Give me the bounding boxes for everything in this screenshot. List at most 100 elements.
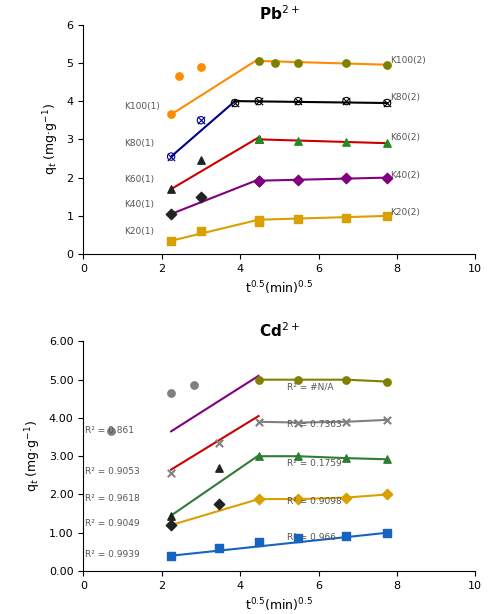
Point xyxy=(271,58,279,68)
Point xyxy=(383,138,391,148)
Text: K60(1): K60(1) xyxy=(124,175,154,184)
Point xyxy=(167,184,175,194)
Point xyxy=(343,58,350,68)
Point xyxy=(231,98,239,108)
X-axis label: t$^{0.5}$(min)$^{0.5}$: t$^{0.5}$(min)$^{0.5}$ xyxy=(245,279,313,297)
Point xyxy=(167,520,175,530)
Text: R² = 0.1759: R² = 0.1759 xyxy=(287,459,342,468)
Point xyxy=(255,375,263,384)
Point xyxy=(294,96,302,106)
Text: K40(1): K40(1) xyxy=(124,200,154,209)
Point xyxy=(255,176,263,185)
Text: K80(2): K80(2) xyxy=(390,93,420,102)
Point xyxy=(167,152,175,161)
Text: K20(1): K20(1) xyxy=(124,227,154,236)
Point xyxy=(167,236,175,246)
Point xyxy=(294,174,302,184)
Point xyxy=(197,62,205,72)
Point xyxy=(383,489,391,499)
Point xyxy=(294,494,302,504)
Point xyxy=(255,56,263,66)
Text: R² = 0.966: R² = 0.966 xyxy=(287,533,336,542)
Point xyxy=(294,418,302,427)
Y-axis label: q$_t$ (mg·g$^{-1}$): q$_t$ (mg·g$^{-1}$) xyxy=(41,103,61,176)
Point xyxy=(343,417,350,427)
Point xyxy=(294,375,302,384)
Point xyxy=(167,468,175,478)
Point xyxy=(343,96,350,106)
Point xyxy=(255,96,263,106)
Point xyxy=(197,155,205,165)
Point xyxy=(255,217,263,227)
Point xyxy=(167,511,175,521)
Point xyxy=(383,173,391,182)
Point xyxy=(294,136,302,146)
Point xyxy=(383,454,391,464)
Point xyxy=(197,115,205,125)
Point xyxy=(255,134,263,144)
Point xyxy=(294,451,302,461)
Text: R² = 0.9098: R² = 0.9098 xyxy=(287,497,342,506)
Point xyxy=(255,494,263,504)
Text: R² = 0.9939: R² = 0.9939 xyxy=(85,550,140,559)
Title: Pb$^{2+}$: Pb$^{2+}$ xyxy=(259,5,300,23)
Text: K20(2): K20(2) xyxy=(390,208,420,217)
Point xyxy=(215,543,223,553)
Text: K60(2): K60(2) xyxy=(390,133,420,142)
Point xyxy=(343,138,350,147)
Point xyxy=(383,528,391,538)
Point xyxy=(294,58,302,68)
Point xyxy=(383,415,391,425)
Point xyxy=(197,227,205,236)
Text: R² = 0.9618: R² = 0.9618 xyxy=(85,494,140,503)
Point xyxy=(215,438,223,448)
Y-axis label: q$_t$ (mg·g$^{-1}$): q$_t$ (mg·g$^{-1}$) xyxy=(24,420,43,492)
Point xyxy=(294,534,302,543)
Point xyxy=(215,463,223,473)
Text: R² = #N/A: R² = #N/A xyxy=(287,382,334,391)
Point xyxy=(190,381,198,391)
Point xyxy=(255,134,263,144)
Text: R² = 0.9053: R² = 0.9053 xyxy=(85,467,140,476)
Text: K40(2): K40(2) xyxy=(390,171,420,181)
Point xyxy=(343,531,350,541)
X-axis label: t$^{0.5}$(min)$^{0.5}$: t$^{0.5}$(min)$^{0.5}$ xyxy=(245,596,313,614)
Point xyxy=(383,211,391,221)
Point xyxy=(383,98,391,108)
Text: K100(2): K100(2) xyxy=(390,56,426,66)
Point xyxy=(255,215,263,225)
Point xyxy=(167,109,175,119)
Text: K100(1): K100(1) xyxy=(124,103,160,111)
Point xyxy=(294,96,302,106)
Point xyxy=(343,453,350,463)
Point xyxy=(167,551,175,561)
Point xyxy=(197,115,205,125)
Title: Cd$^{2+}$: Cd$^{2+}$ xyxy=(259,322,300,340)
Point xyxy=(197,192,205,201)
Point xyxy=(343,492,350,502)
Point xyxy=(343,213,350,223)
Point xyxy=(255,96,263,106)
Point xyxy=(383,376,391,386)
Point xyxy=(167,388,175,398)
Point xyxy=(255,537,263,547)
Point xyxy=(167,152,175,161)
Point xyxy=(343,96,350,106)
Point xyxy=(215,499,223,509)
Point xyxy=(255,177,263,187)
Point xyxy=(294,214,302,224)
Point xyxy=(343,173,350,182)
Text: K80(1): K80(1) xyxy=(124,139,154,148)
Point xyxy=(107,427,115,437)
Text: R² = 0.7363: R² = 0.7363 xyxy=(287,421,342,429)
Text: R² = 0.861: R² = 0.861 xyxy=(85,426,134,435)
Point xyxy=(167,209,175,219)
Text: R² = 0.9049: R² = 0.9049 xyxy=(85,519,140,527)
Point xyxy=(383,60,391,69)
Point xyxy=(175,71,183,81)
Point xyxy=(255,417,263,427)
Point xyxy=(383,98,391,108)
Point xyxy=(343,375,350,384)
Point xyxy=(255,451,263,461)
Point xyxy=(231,98,239,108)
